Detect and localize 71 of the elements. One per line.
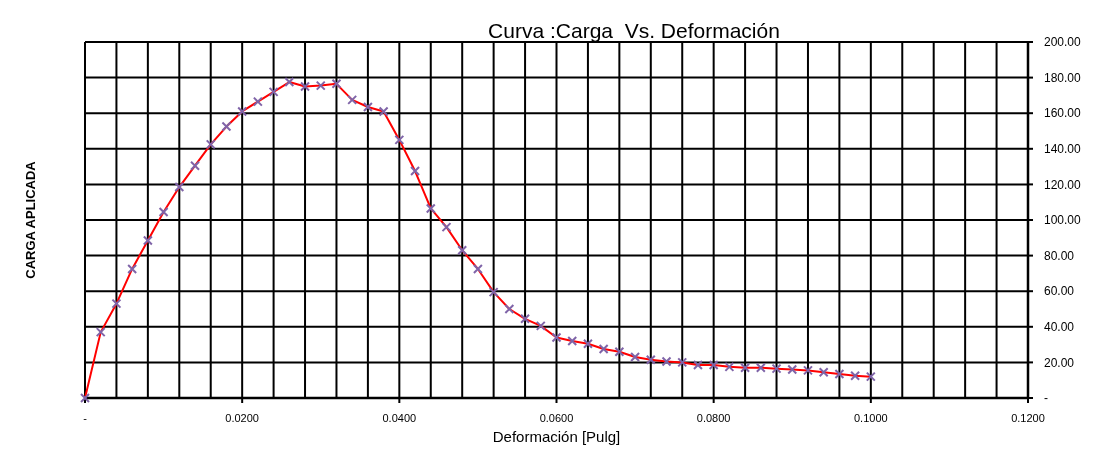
point xyxy=(818,367,829,378)
point xyxy=(692,360,703,371)
point xyxy=(410,166,421,177)
point xyxy=(190,160,201,171)
point xyxy=(630,352,641,363)
point xyxy=(645,354,656,365)
x-axis-title: Deformación [Pulg] xyxy=(492,428,621,445)
point xyxy=(457,245,468,256)
y-tick-label: 60.00 xyxy=(1044,284,1075,299)
point xyxy=(284,77,295,88)
y-tick-label: - xyxy=(1044,391,1048,406)
point xyxy=(158,206,169,217)
y-tick-label: 160.00 xyxy=(1044,106,1082,121)
point xyxy=(174,182,185,193)
y-tick-label: 200.00 xyxy=(1044,35,1082,50)
x-tick-label: 0.0600 xyxy=(539,412,574,424)
point xyxy=(865,371,876,382)
point xyxy=(127,263,138,274)
point xyxy=(300,81,311,92)
point xyxy=(488,287,499,298)
point xyxy=(677,357,688,368)
x-tick-label: - xyxy=(83,412,88,424)
point xyxy=(378,106,389,117)
point xyxy=(142,235,153,246)
point xyxy=(850,370,861,381)
point xyxy=(441,222,452,233)
point xyxy=(252,96,263,107)
y-tick-label: 180.00 xyxy=(1044,70,1082,85)
x-tick-label: 0.1200 xyxy=(1011,412,1045,424)
point xyxy=(472,263,483,274)
point xyxy=(598,344,609,355)
point xyxy=(221,121,232,132)
point xyxy=(724,361,735,372)
point xyxy=(504,304,515,314)
point xyxy=(394,134,405,145)
point xyxy=(740,362,751,373)
point xyxy=(347,94,358,105)
point xyxy=(205,139,216,150)
y-tick-label: 100.00 xyxy=(1044,213,1082,228)
x-tick-label: 0.0200 xyxy=(225,412,259,424)
y-axis-title: CARGA APLICADA xyxy=(23,160,38,279)
y-tick-label: 40.00 xyxy=(1044,320,1075,334)
point xyxy=(331,78,342,89)
y-tick-label: 140.00 xyxy=(1044,142,1082,156)
point xyxy=(237,106,248,117)
point xyxy=(268,86,279,97)
y-tick-label: 80.00 xyxy=(1044,248,1075,263)
chart-title: Curva :Carga Vs. Deformación xyxy=(488,19,780,42)
point xyxy=(661,356,672,367)
point xyxy=(520,313,531,324)
point xyxy=(362,101,373,112)
point xyxy=(95,327,106,338)
x-tick-label: 0.0400 xyxy=(382,412,417,424)
point xyxy=(755,362,766,373)
x-tick-label: 0.1000 xyxy=(854,412,888,424)
x-tick-label: 0.0800 xyxy=(696,412,731,424)
point xyxy=(708,360,719,371)
point xyxy=(582,338,593,349)
point xyxy=(425,203,436,214)
point xyxy=(802,365,813,376)
point xyxy=(111,298,122,309)
point xyxy=(614,346,625,357)
y-tick-label: 120.00 xyxy=(1044,177,1082,192)
y-tick-label: 20.00 xyxy=(1044,355,1075,370)
point xyxy=(567,336,578,347)
point xyxy=(834,368,845,379)
point xyxy=(787,364,798,375)
point xyxy=(551,332,562,343)
point xyxy=(771,363,782,374)
point xyxy=(535,320,546,331)
point xyxy=(315,80,326,91)
